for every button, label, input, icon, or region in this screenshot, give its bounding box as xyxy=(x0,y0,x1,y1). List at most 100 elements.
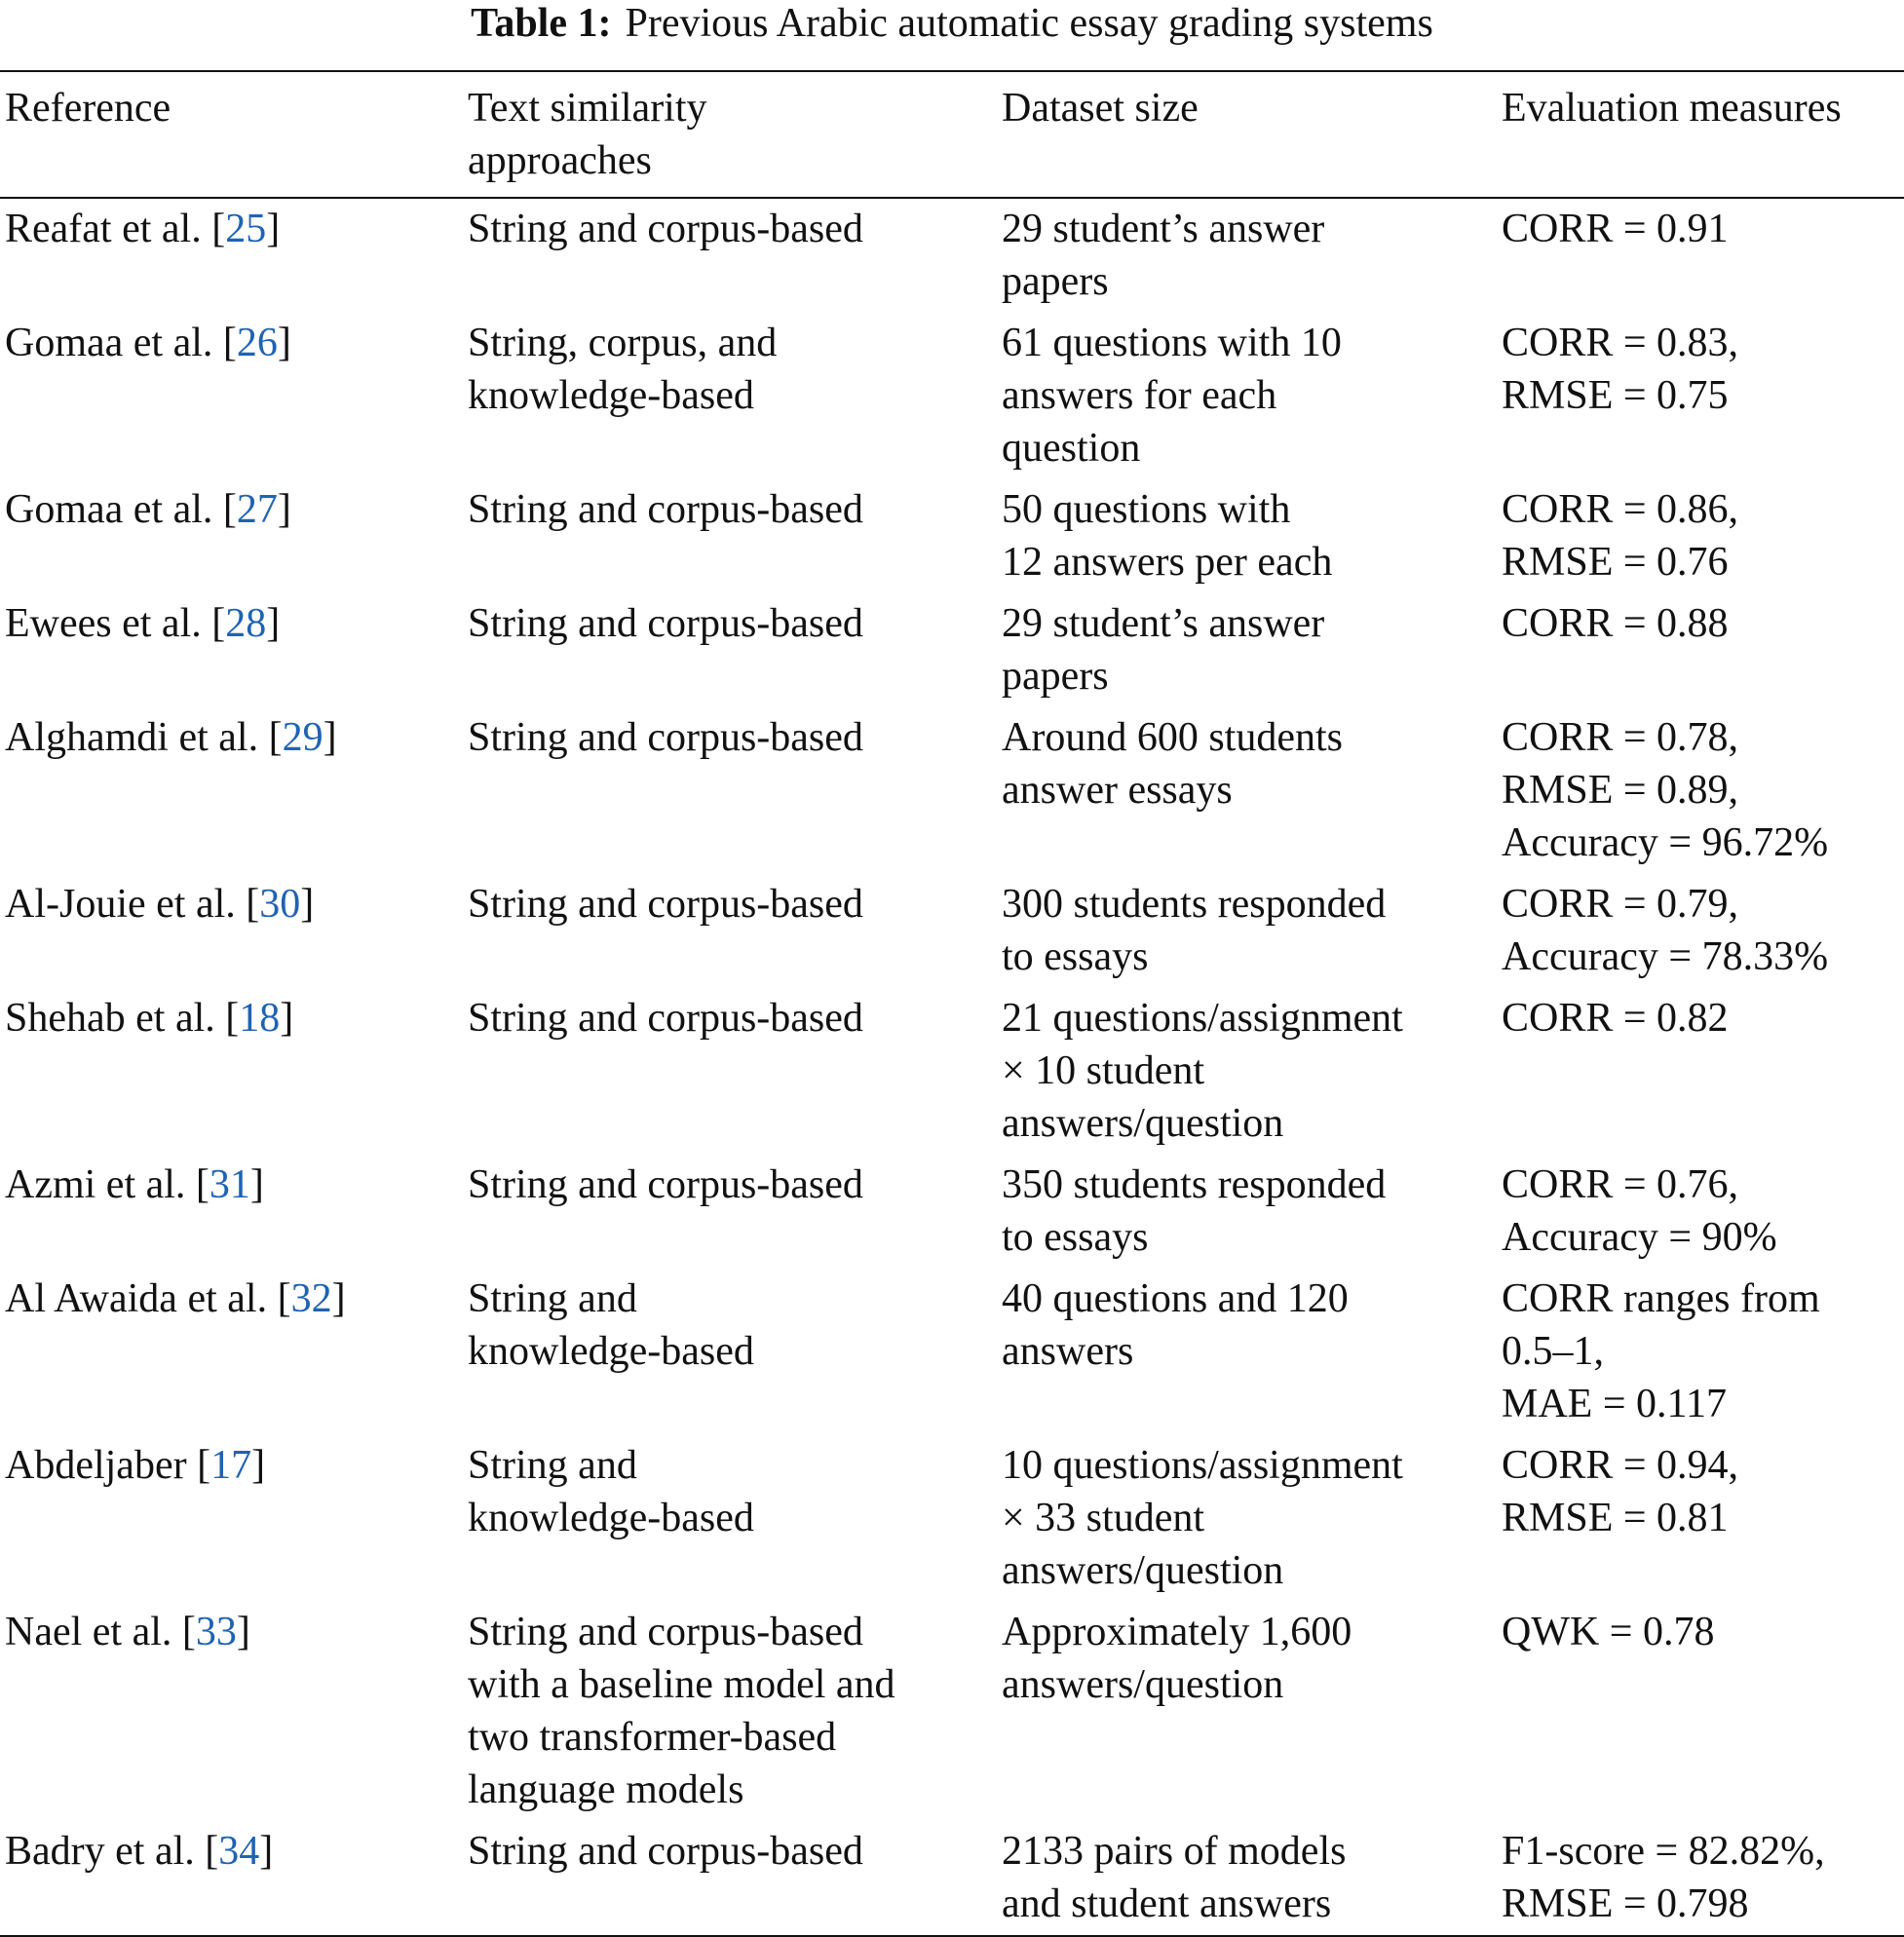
cell-line: CORR = 0.86, xyxy=(1502,487,1739,532)
cell-line: String and corpus-based xyxy=(468,487,863,532)
citation-link[interactable]: 34 xyxy=(218,1829,260,1874)
table-header: Reference Text similarity approaches Datase… xyxy=(0,71,1904,198)
header-cell: Dataset size xyxy=(997,71,1497,198)
cell-line: answer essays xyxy=(1002,768,1233,813)
table-cell: String and corpus-based xyxy=(463,198,997,313)
cell-line: 29 student’s answer xyxy=(1002,207,1325,251)
cell-line: question xyxy=(1002,426,1141,471)
cell-line: Reference xyxy=(5,86,171,131)
header-row: Reference Text similarity approaches Datase… xyxy=(0,71,1904,198)
reference-text: Shehab et al. [ xyxy=(5,996,240,1041)
table-cell: String and corpus-based xyxy=(463,874,997,988)
cell-line: Accuracy = 90% xyxy=(1502,1215,1777,1260)
reference-text: Reafat et al. [ xyxy=(5,207,226,251)
table-row: Nael et al. [33] String and corpus-based w… xyxy=(0,1602,1904,1821)
cell-line: 0.5–1, xyxy=(1502,1329,1604,1374)
cell-line: CORR = 0.91 xyxy=(1502,207,1729,251)
table-cell: Approximately 1,600 answers/question xyxy=(997,1602,1497,1821)
table-row: Abdeljaber [17] String and knowledge-based… xyxy=(0,1435,1904,1602)
cell-line: String and corpus-based xyxy=(468,1610,863,1654)
reference-cell: Reafat et al. [25] xyxy=(0,198,463,313)
table-cell: 29 student’s answer papers xyxy=(997,593,1497,707)
citation-link[interactable]: 33 xyxy=(195,1610,237,1654)
table-cell: 40 questions and 120 answers xyxy=(997,1269,1497,1435)
cell-line: CORR = 0.78, xyxy=(1502,715,1739,760)
cell-line: approaches xyxy=(468,138,652,183)
cell-line: answers/question xyxy=(1002,1101,1284,1146)
reference-cell: Al-Jouie et al. [30] xyxy=(0,874,463,988)
reference-text: Badry et al. [ xyxy=(5,1829,219,1874)
cell-line: String and corpus-based xyxy=(468,1162,863,1207)
caption-label: Table 1: xyxy=(471,1,612,46)
citation-link[interactable]: 30 xyxy=(259,882,301,927)
reference-cell: Badry et al. [34] xyxy=(0,1821,463,1936)
reference-text: Ewees et al. [ xyxy=(5,601,226,646)
table-cell: String, corpus, and knowledge-based xyxy=(463,313,997,479)
reference-text: ] xyxy=(266,601,281,646)
citation-link[interactable]: 32 xyxy=(290,1276,332,1321)
cell-line: 300 students responded xyxy=(1002,882,1387,927)
reference-text: Gomaa et al. [ xyxy=(5,321,237,365)
table-cell: 300 students responded to essays xyxy=(997,874,1497,988)
table-cell: Around 600 students answer essays xyxy=(997,707,1497,874)
table-cell: CORR = 0.86, RMSE = 0.76 xyxy=(1497,479,1904,593)
cell-line: RMSE = 0.81 xyxy=(1502,1496,1729,1540)
table-cell: 21 questions/assignment × 10 student answe… xyxy=(997,988,1497,1155)
cell-line: 350 students responded xyxy=(1002,1162,1387,1207)
table-caption: Table 1: Previous Arabic automatic essay … xyxy=(0,0,1904,70)
cell-line: String and xyxy=(468,1276,637,1321)
cell-line: Accuracy = 96.72% xyxy=(1502,820,1829,865)
table-cell: String and corpus-based xyxy=(463,479,997,593)
reference-text: ] xyxy=(300,882,315,927)
cell-line: knowledge-based xyxy=(468,1329,754,1374)
cell-line: × 33 student xyxy=(1002,1496,1205,1540)
cell-line: 29 student’s answer xyxy=(1002,601,1325,646)
cell-line: String, corpus, and xyxy=(468,321,778,365)
reference-cell: Gomaa et al. [26] xyxy=(0,313,463,479)
citation-link[interactable]: 27 xyxy=(236,487,278,532)
citation-link[interactable]: 25 xyxy=(225,207,267,251)
citation-link[interactable]: 31 xyxy=(209,1162,250,1207)
table-row: Badry et al. [34] String and corpus-based… xyxy=(0,1821,1904,1936)
reference-cell: Al Awaida et al. [32] xyxy=(0,1269,463,1435)
reference-text: ] xyxy=(251,1443,266,1488)
cell-line: to essays xyxy=(1002,1215,1149,1260)
table-cell: String and corpus-based with a baseline m… xyxy=(463,1602,997,1821)
reference-text: Nael et al. [ xyxy=(5,1610,196,1654)
table-cell: CORR = 0.78, RMSE = 0.89, Accuracy = 96.72… xyxy=(1497,707,1904,874)
cell-line: papers xyxy=(1002,654,1109,699)
cell-line: papers xyxy=(1002,259,1109,304)
cell-line: answers for each xyxy=(1002,373,1277,418)
cell-line: 50 questions with xyxy=(1002,487,1291,532)
reference-text: Al-Jouie et al. [ xyxy=(5,882,260,927)
cell-line: RMSE = 0.76 xyxy=(1502,540,1729,585)
table-body: Reafat et al. [25] String and corpus-base… xyxy=(0,198,1904,1936)
reference-text: ] xyxy=(249,1162,264,1207)
cell-line: knowledge-based xyxy=(468,373,754,418)
citation-link[interactable]: 29 xyxy=(282,715,324,760)
reference-text: Abdeljaber [ xyxy=(5,1443,211,1488)
table-cell: CORR = 0.94, RMSE = 0.81 xyxy=(1497,1435,1904,1602)
cell-line: QWK = 0.78 xyxy=(1502,1610,1715,1654)
reference-text: ] xyxy=(280,996,294,1041)
table-cell: 29 student’s answer papers xyxy=(997,198,1497,313)
citation-link[interactable]: 18 xyxy=(239,996,281,1041)
table-row: Azmi et al. [31] String and corpus-based 3… xyxy=(0,1155,1904,1269)
table-row: Gomaa et al. [27] String and corpus-based… xyxy=(0,479,1904,593)
header-cell: Reference xyxy=(0,71,463,198)
citation-link[interactable]: 28 xyxy=(225,601,267,646)
table-cell: QWK = 0.78 xyxy=(1497,1602,1904,1821)
reference-text: Azmi et al. [ xyxy=(5,1162,209,1207)
table-cell: CORR = 0.83, RMSE = 0.75 xyxy=(1497,313,1904,479)
cell-line: with a baseline model and xyxy=(468,1662,895,1707)
caption-text: Previous Arabic automatic essay grading … xyxy=(625,1,1433,46)
citation-link[interactable]: 17 xyxy=(210,1443,252,1488)
citation-link[interactable]: 26 xyxy=(236,321,278,365)
cell-line: Around 600 students xyxy=(1002,715,1343,760)
reference-text: ] xyxy=(323,715,337,760)
reference-cell: Alghamdi et al. [29] xyxy=(0,707,463,874)
table-cell: String and corpus-based xyxy=(463,707,997,874)
reference-text: ] xyxy=(266,207,281,251)
cell-line: knowledge-based xyxy=(468,1496,754,1540)
reference-cell: Ewees et al. [28] xyxy=(0,593,463,707)
